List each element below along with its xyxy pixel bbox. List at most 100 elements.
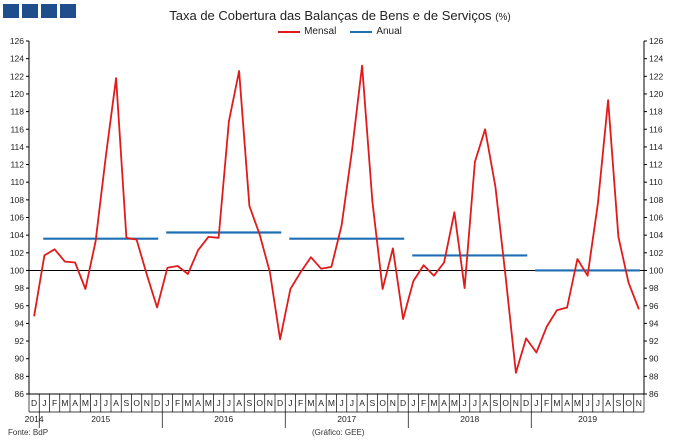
month-tick-label: N	[636, 398, 642, 408]
month-tick-label: S	[493, 398, 499, 408]
y-tick-label-right: 102	[649, 248, 663, 258]
legend-label-mensal: Mensal	[304, 26, 337, 37]
month-tick-label: A	[441, 398, 447, 408]
month-tick-label: J	[227, 398, 231, 408]
y-tick-label-right: 112	[649, 160, 663, 170]
month-tick-label: J	[165, 398, 169, 408]
month-tick-label: F	[544, 398, 549, 408]
month-tick-label: J	[217, 398, 221, 408]
month-tick-label: J	[411, 398, 415, 408]
month-tick-label: A	[72, 398, 78, 408]
month-tick-label: J	[473, 398, 477, 408]
month-tick-label: D	[277, 398, 283, 408]
y-tick-label-left: 98	[15, 283, 25, 293]
month-tick-label: J	[94, 398, 98, 408]
chart-unit: (%)	[495, 12, 511, 23]
month-tick-label: M	[553, 398, 560, 408]
month-tick-label: M	[574, 398, 581, 408]
month-tick-label: J	[42, 398, 46, 408]
month-tick-label: M	[430, 398, 437, 408]
month-tick-label: M	[184, 398, 191, 408]
month-tick-label: A	[564, 398, 570, 408]
credit-note: (Gráfico: GEE)	[312, 428, 365, 437]
legend-item-mensal: Mensal	[278, 26, 336, 37]
month-tick-label: F	[298, 398, 303, 408]
y-tick-label-right: 114	[649, 142, 663, 152]
y-tick-label-right: 120	[649, 89, 663, 99]
month-tick-label: M	[451, 398, 458, 408]
y-tick-label-right: 118	[649, 107, 663, 117]
y-tick-label-left: 100	[10, 265, 24, 275]
legend-swatch-anual	[350, 30, 373, 33]
monthly-series-line	[33, 64, 640, 374]
month-tick-label: N	[513, 398, 519, 408]
month-tick-label: J	[104, 398, 108, 408]
month-tick-label: A	[113, 398, 119, 408]
month-tick-label: M	[307, 398, 314, 408]
logo-block	[22, 4, 38, 18]
year-label: 2019	[578, 414, 597, 424]
month-tick-label: J	[534, 398, 538, 408]
month-tick-label: A	[482, 398, 488, 408]
year-label: 2016	[214, 414, 233, 424]
month-tick-label: M	[205, 398, 212, 408]
month-tick-label: F	[52, 398, 57, 408]
month-tick-label: M	[61, 398, 68, 408]
month-tick-label: J	[463, 398, 467, 408]
y-tick-label-right: 96	[649, 301, 659, 311]
logo-block	[60, 4, 76, 18]
month-tick-label: J	[288, 398, 292, 408]
y-tick-label-right: 126	[649, 36, 663, 46]
month-tick-label: N	[390, 398, 396, 408]
month-tick-label: D	[523, 398, 529, 408]
year-label: 2017	[337, 414, 356, 424]
month-tick-label: O	[379, 398, 386, 408]
y-tick-label-left: 104	[10, 230, 24, 240]
y-tick-label-right: 98	[649, 283, 659, 293]
month-tick-label: F	[175, 398, 180, 408]
month-tick-label: D	[400, 398, 406, 408]
month-tick-label: A	[318, 398, 324, 408]
y-tick-label-left: 126	[10, 36, 24, 46]
y-tick-label-right: 86	[649, 389, 659, 399]
y-tick-label-right: 124	[649, 54, 663, 64]
y-tick-label-left: 102	[10, 248, 24, 258]
chart-title-text: Taxa de Cobertura das Balanças de Bens e…	[169, 8, 492, 23]
month-tick-label: S	[247, 398, 253, 408]
month-tick-label: S	[616, 398, 622, 408]
year-label: 2014	[25, 414, 44, 424]
y-tick-label-right: 110	[649, 177, 663, 187]
month-tick-label: N	[144, 398, 150, 408]
month-tick-label: A	[195, 398, 201, 408]
month-tick-label: O	[502, 398, 509, 408]
month-tick-label: D	[31, 398, 37, 408]
y-tick-label-left: 94	[15, 318, 25, 328]
month-tick-label: S	[124, 398, 130, 408]
y-tick-label-right: 106	[649, 213, 663, 223]
y-tick-label-right: 94	[649, 318, 659, 328]
y-tick-label-left: 106	[10, 213, 24, 223]
legend-swatch-mensal	[278, 30, 301, 33]
month-tick-label: J	[586, 398, 590, 408]
y-tick-label-left: 108	[10, 195, 24, 205]
y-tick-label-left: 96	[15, 301, 25, 311]
source-note: Fonte: BdP	[8, 428, 49, 437]
chart-title: Taxa de Cobertura das Balanças de Bens e…	[0, 8, 680, 23]
y-tick-label-left: 90	[15, 354, 25, 364]
month-tick-label: M	[82, 398, 89, 408]
y-tick-label-left: 110	[10, 177, 24, 187]
y-tick-label-right: 100	[649, 265, 663, 275]
legend-label-anual: Anual	[376, 26, 402, 37]
legend-item-anual: Anual	[350, 26, 402, 37]
y-tick-label-left: 116	[10, 124, 24, 134]
month-tick-label: M	[328, 398, 335, 408]
y-tick-label-left: 112	[10, 160, 24, 170]
y-tick-label-right: 108	[649, 195, 663, 205]
month-tick-label: J	[340, 398, 344, 408]
month-tick-label: A	[359, 398, 365, 408]
y-tick-label-left: 86	[15, 389, 25, 399]
month-tick-label: O	[256, 398, 263, 408]
y-tick-label-left: 114	[10, 142, 24, 152]
y-tick-label-right: 90	[649, 354, 659, 364]
